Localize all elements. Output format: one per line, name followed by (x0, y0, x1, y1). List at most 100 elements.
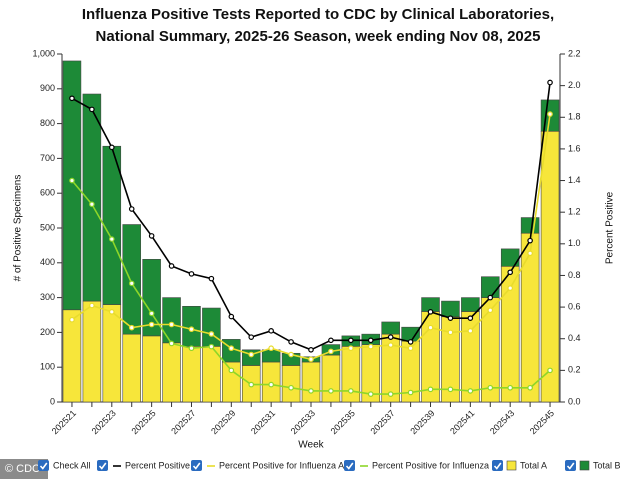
x-tick-label: 202535 (329, 408, 357, 436)
line-point (208, 275, 215, 282)
line-point (387, 342, 394, 348)
line-point (467, 315, 474, 321)
bar (82, 93, 102, 302)
line-point (348, 345, 354, 352)
x-tick-label: 202523 (90, 408, 118, 436)
bar (461, 297, 480, 312)
bar (381, 321, 400, 335)
checkbox[interactable] (492, 460, 503, 471)
y-tick-label: 0 (50, 396, 55, 406)
line-point (507, 269, 514, 276)
bar (162, 342, 181, 403)
line-point (447, 315, 454, 321)
chart-title: Influenza Positive Tests Reported to CDC… (82, 6, 554, 23)
y2-tick-label: 2.2 (568, 48, 581, 58)
checkbox[interactable] (191, 460, 202, 471)
line-point (168, 340, 175, 347)
line-point (228, 367, 235, 374)
line-point (427, 386, 434, 393)
x-tick-label: 202527 (169, 408, 197, 436)
line-point (387, 391, 394, 397)
line-point (467, 328, 474, 334)
x-tick-label: 202531 (249, 408, 277, 436)
y2-tick-label: 1.4 (568, 175, 581, 185)
line-point (109, 144, 115, 151)
bar (520, 232, 540, 403)
checkbox-check (493, 462, 502, 470)
line-point (128, 206, 135, 212)
line-point (208, 343, 215, 350)
checkbox-check (345, 462, 354, 470)
bar (520, 217, 540, 234)
line-point (248, 351, 255, 358)
line-point (407, 345, 414, 352)
bar (401, 326, 420, 342)
line-point (148, 321, 155, 328)
bar (62, 60, 82, 311)
line-point (308, 388, 314, 394)
line-point (268, 345, 274, 352)
line-point (487, 384, 494, 391)
legend-label: Check All (53, 460, 91, 470)
bar (62, 309, 82, 403)
line-point (547, 79, 553, 86)
watermark-bg (0, 459, 48, 479)
y2-tick-label: 0.2 (568, 365, 581, 375)
x-tick-label: 202537 (368, 408, 396, 436)
bar (441, 300, 460, 318)
line-point (447, 386, 454, 393)
line-point (387, 334, 394, 340)
legend-swatch (506, 460, 517, 471)
bar (122, 224, 141, 335)
x-tick-label: 202539 (408, 408, 436, 436)
watermark: © CDC (5, 463, 40, 475)
legend-label: Percent Positive for Influenza A (219, 460, 344, 470)
line-point (188, 271, 195, 277)
legend-label: Percent Positive for Influenza B (372, 460, 498, 470)
line-point (288, 339, 294, 345)
line-point (507, 384, 514, 391)
bar (281, 365, 301, 403)
line-point (69, 316, 75, 323)
line-point (248, 334, 255, 340)
y-tick-label: 300 (40, 292, 55, 302)
checkbox[interactable] (344, 460, 355, 471)
y2-tick-label: 0.0 (568, 396, 581, 406)
bar (142, 335, 161, 403)
line-point (168, 263, 175, 269)
line-point (367, 337, 374, 344)
line-point (407, 389, 414, 396)
line-point (69, 95, 75, 102)
line-point (89, 302, 95, 309)
checkbox[interactable] (38, 460, 49, 471)
checkbox[interactable] (565, 460, 576, 471)
bar (202, 307, 221, 347)
y-tick-label: 1,000 (32, 48, 55, 58)
line-point (168, 321, 175, 328)
line-point (467, 388, 474, 394)
legend-label: Percent Positive (125, 460, 190, 470)
y-tick-label: 600 (40, 188, 55, 198)
line-point (109, 236, 115, 242)
line-point (328, 348, 334, 355)
line-point (427, 309, 434, 315)
checkbox[interactable] (97, 460, 108, 471)
x-tick-label: 202541 (448, 408, 476, 436)
y2-tick-label: 0.8 (568, 270, 581, 280)
legend-label: Total B (593, 460, 621, 470)
y-tick-label: 400 (40, 257, 55, 267)
line-point (288, 351, 294, 358)
line-point (367, 391, 374, 397)
bar (321, 354, 341, 403)
y2-tick-label: 1.2 (568, 207, 581, 217)
y2-tick-label: 1.8 (568, 112, 581, 122)
line-point (328, 388, 334, 394)
line-point (228, 313, 235, 320)
line-point (248, 381, 255, 388)
line-point (348, 388, 354, 394)
y-tick-label: 900 (40, 83, 55, 93)
line-point (487, 294, 494, 301)
line-point (148, 233, 155, 239)
y-axis-title: # of Positive Specimens (13, 175, 24, 282)
line-point (268, 328, 274, 334)
